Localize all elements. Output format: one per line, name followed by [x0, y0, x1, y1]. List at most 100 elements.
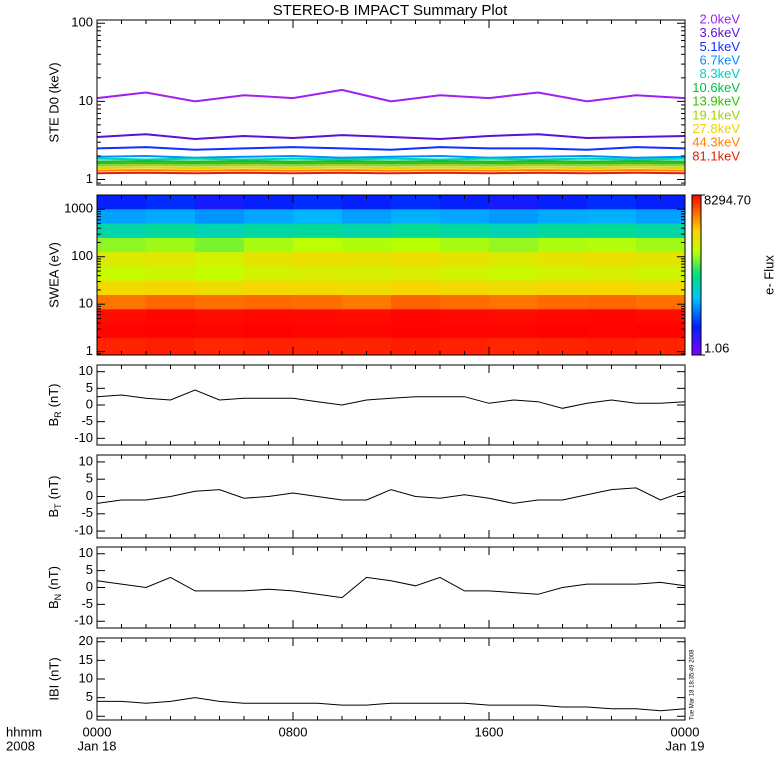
y-axis-label: BR (nT): [46, 383, 63, 426]
heat-cell: [636, 265, 686, 281]
y-tick-label: 10: [79, 93, 93, 108]
y-axis-label: BT (nT): [46, 475, 63, 517]
heat-cell: [293, 323, 343, 338]
heat-cell: [538, 265, 588, 281]
heat-cell: [489, 237, 539, 253]
y-tick-label: 10: [79, 545, 93, 560]
heat-cell: [440, 195, 490, 210]
heat-cell: [440, 237, 490, 253]
y-tick-label: 0: [86, 708, 93, 723]
heat-cell: [391, 223, 441, 238]
legend-entry: 3.6keV: [700, 25, 741, 40]
heat-cell: [146, 223, 196, 238]
heat-cell: [97, 265, 147, 281]
colorbar-label: e- Flux: [761, 255, 776, 295]
plot-title: STEREO-B IMPACT Summary Plot: [273, 2, 508, 19]
heat-cell: [489, 280, 539, 296]
y-tick-label: 15: [79, 652, 93, 667]
heat-cell: [293, 223, 343, 238]
heat-cell: [342, 323, 392, 338]
y-axis-label: BN (nT): [46, 566, 63, 609]
heat-cell: [342, 280, 392, 296]
y-tick-label: 10: [79, 363, 93, 378]
heat-cell: [342, 265, 392, 281]
y-label-main: B: [46, 418, 61, 427]
heat-cell: [146, 323, 196, 338]
heat-cell: [587, 251, 637, 267]
y-tick-label: 1: [86, 343, 93, 358]
heat-cell: [195, 223, 245, 238]
heat-cell: [97, 337, 147, 356]
year-label: 2008: [6, 738, 35, 753]
heat-cell: [391, 323, 441, 338]
heat-cell: [146, 208, 196, 224]
heat-cell: [244, 323, 294, 338]
data-line: [96, 389, 686, 409]
heat-cell: [195, 337, 245, 356]
heat-cell: [97, 223, 147, 238]
heat-cell: [244, 308, 294, 324]
heat-cell: [97, 251, 147, 267]
heat-cell: [146, 265, 196, 281]
heat-cell: [195, 308, 245, 324]
heat-cell: [587, 195, 637, 210]
heat-cell: [636, 237, 686, 253]
heat-cell: [97, 280, 147, 296]
heat-cell: [293, 280, 343, 296]
heat-cell: [97, 208, 147, 224]
heat-cell: [293, 294, 343, 310]
heat-cell: [538, 195, 588, 210]
legend-entry: 13.9keV: [692, 94, 740, 109]
data-line: [96, 169, 686, 172]
y-tick-label: 5: [86, 380, 93, 395]
heat-cell: [195, 265, 245, 281]
y-tick-label: -5: [81, 596, 93, 611]
colorbar-tick-label: 8294.70: [704, 192, 751, 207]
heat-cell: [538, 208, 588, 224]
heat-cell: [293, 237, 343, 253]
heat-cell: [489, 251, 539, 267]
heat-cell: [587, 323, 637, 338]
y-label-main: B: [46, 600, 61, 609]
y-tick-label: 0: [86, 396, 93, 411]
heat-cell: [587, 294, 637, 310]
heat-cell: [636, 280, 686, 296]
y-axis-label: SWEA (eV): [46, 242, 61, 308]
heat-cell: [293, 308, 343, 324]
y-tick-label: 10: [79, 670, 93, 685]
heat-cell: [97, 195, 147, 210]
legend-entry: 44.3keV: [692, 135, 740, 150]
heat-cell: [538, 237, 588, 253]
heat-cell: [587, 280, 637, 296]
y-label-unit: (nT): [46, 383, 61, 407]
heat-cell: [244, 265, 294, 281]
data-line: [96, 146, 686, 151]
y-tick-label: 1: [86, 171, 93, 186]
heat-cell: [538, 337, 588, 356]
heat-cell: [342, 237, 392, 253]
y-tick-label: -5: [81, 413, 93, 428]
heat-cell: [489, 208, 539, 224]
heat-cell: [244, 208, 294, 224]
heat-cell: [146, 280, 196, 296]
panel-frame: [96, 19, 686, 186]
heat-cell: [489, 294, 539, 310]
heat-cell: [538, 323, 588, 338]
start-date: Jan 18: [77, 738, 116, 753]
heat-cell: [293, 337, 343, 356]
heat-cell: [636, 195, 686, 210]
y-label-unit: (nT): [46, 475, 61, 499]
heat-cell: [342, 208, 392, 224]
heat-cell: [342, 223, 392, 238]
heat-cell: [293, 251, 343, 267]
heat-cell: [146, 237, 196, 253]
heat-cell: [489, 195, 539, 210]
heat-cell: [440, 308, 490, 324]
y-axis-label: IBI (nT): [46, 657, 61, 700]
heat-cell: [391, 294, 441, 310]
y-label-sub: T: [53, 503, 63, 509]
heat-cell: [244, 294, 294, 310]
y-tick-label: 0: [86, 488, 93, 503]
heat-cell: [342, 294, 392, 310]
heat-cell: [146, 195, 196, 210]
